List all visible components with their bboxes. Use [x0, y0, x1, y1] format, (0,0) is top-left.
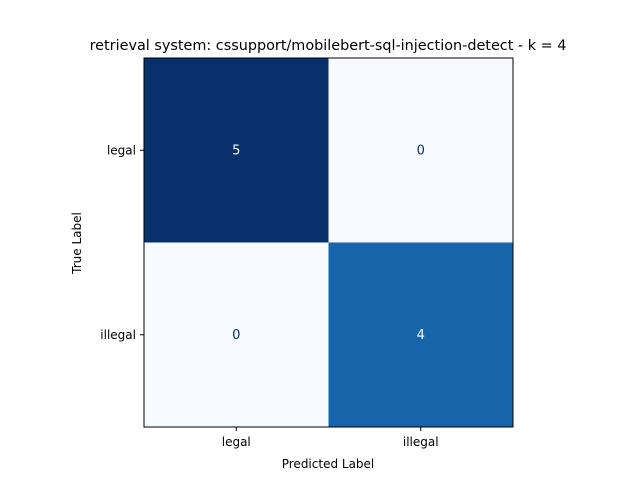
- matrix-cell-legal-legal: [144, 58, 329, 243]
- x-axis-ticks: legal illegal: [222, 427, 439, 449]
- matrix-cell-illegal-legal: [144, 242, 329, 427]
- y-tick-label: legal: [107, 143, 136, 157]
- x-axis-label: Predicted Label: [282, 457, 375, 471]
- matrix-cell-legal-illegal: [328, 58, 513, 243]
- matrix-value-labels: 5 0 0 4: [232, 143, 425, 343]
- matrix-value-label: 0: [232, 328, 240, 343]
- matrix-value-label: 0: [417, 143, 425, 158]
- matrix-value-label: 5: [232, 143, 240, 158]
- chart-title: retrieval system: cssupport/mobilebert-s…: [90, 38, 567, 54]
- y-axis-label: True Label: [70, 212, 84, 275]
- plot-frame: [143, 57, 514, 428]
- y-axis-ticks: legal illegal: [100, 143, 144, 342]
- matrix-cells: [144, 58, 513, 427]
- matrix-value-label: 4: [417, 328, 425, 343]
- x-tick-label: illegal: [403, 435, 439, 449]
- y-tick-label: illegal: [100, 328, 136, 342]
- x-tick-label: legal: [222, 435, 251, 449]
- matrix-cell-illegal-illegal: [328, 242, 513, 427]
